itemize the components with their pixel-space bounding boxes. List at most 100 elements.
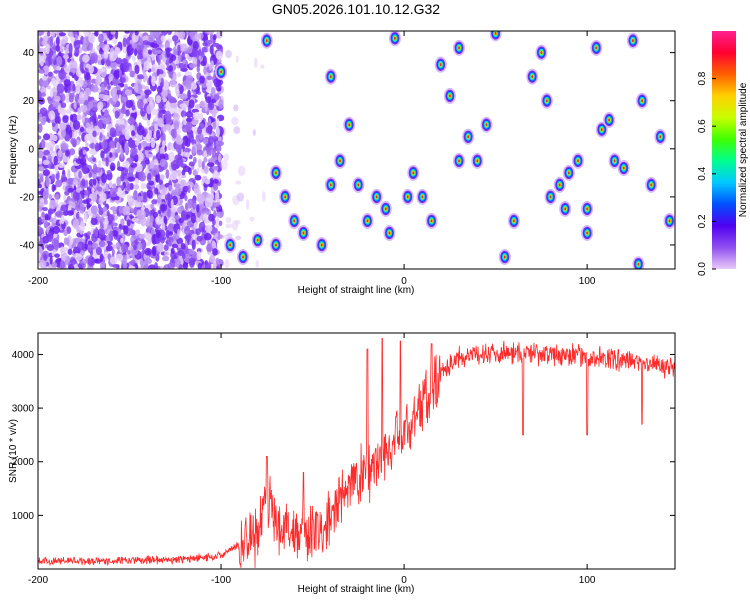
noise-speckle (220, 159, 228, 171)
noise-speckle (131, 42, 138, 49)
noise-speckle (85, 72, 91, 81)
noise-speckle (166, 236, 174, 243)
noise-speckle (91, 187, 95, 194)
noise-speckle (67, 210, 74, 216)
noise-speckle (124, 31, 130, 34)
noise-speckle (49, 199, 57, 210)
noise-speckle (198, 49, 202, 57)
noise-speckle (143, 60, 151, 71)
noise-speckle (72, 84, 76, 92)
noise-speckle (159, 81, 164, 89)
noise-speckle (186, 125, 192, 133)
blob-layer (421, 195, 424, 199)
noise-speckle (117, 143, 121, 153)
noise-speckle (159, 174, 165, 181)
noise-speckle (180, 110, 187, 118)
noise-speckle (81, 164, 88, 175)
noise-speckle (235, 55, 239, 63)
noise-speckle (75, 158, 84, 165)
noise-speckle (170, 170, 178, 181)
noise-speckle (134, 153, 139, 163)
noise-speckle (209, 44, 214, 55)
noise-speckle (208, 63, 213, 71)
noise-speckle (126, 219, 131, 227)
noise-speckle (102, 206, 108, 212)
noise-speckle (224, 258, 230, 269)
blob-layer (668, 219, 671, 223)
noise-speckle (101, 172, 108, 184)
heatmap-blob (224, 236, 237, 253)
noise-speckle (42, 65, 50, 75)
noise-speckle (218, 220, 223, 227)
noise-speckle (85, 63, 91, 69)
noise-speckle (72, 218, 80, 230)
noise-speckle (154, 123, 158, 131)
noise-speckle (103, 109, 109, 119)
noise-speckle (91, 102, 99, 112)
noise-speckle (217, 153, 222, 163)
noise-speckle (184, 225, 191, 236)
noise-speckle (63, 237, 68, 245)
noise-speckle (125, 36, 133, 47)
noise-speckle (166, 58, 170, 68)
noise-speckle (75, 86, 81, 94)
noise-speckle (147, 34, 155, 43)
y-tick-label: -40 (20, 240, 35, 251)
noise-speckle (111, 86, 117, 96)
noise-speckle (154, 49, 163, 55)
noise-speckle (78, 170, 82, 179)
noise-speckle (87, 256, 96, 267)
noise-speckle (105, 157, 109, 167)
blob-layer (567, 171, 570, 175)
noise-speckle (147, 49, 153, 55)
noise-speckle (235, 235, 242, 240)
heatmap-blob (526, 68, 539, 85)
blob-layer (540, 51, 543, 55)
noise-speckle (157, 209, 162, 215)
noise-speckle (135, 201, 144, 208)
noise-speckle (235, 180, 242, 185)
noise-speckle (212, 121, 217, 130)
noise-speckle (217, 87, 222, 92)
noise-speckle (199, 198, 203, 204)
noise-speckle (122, 37, 127, 48)
noise-speckle (164, 251, 170, 256)
noise-speckle (52, 99, 56, 108)
noise-speckle (92, 242, 99, 250)
noise-speckle (108, 140, 116, 149)
noise-speckle (197, 158, 202, 168)
noise-speckle (205, 96, 212, 104)
noise-speckle (100, 261, 106, 269)
blob-layer (265, 39, 268, 43)
noise-speckle (202, 137, 209, 145)
noise-speckle (134, 73, 138, 82)
noise-speckle (213, 79, 217, 84)
noise-speckle (180, 173, 187, 179)
noise-speckle (197, 262, 202, 269)
heatmap-blob (453, 152, 466, 169)
noise-speckle (119, 77, 126, 83)
noise-speckle (52, 46, 57, 55)
noise-speckle (183, 147, 192, 153)
heatmap-blob (401, 188, 414, 205)
noise-speckle (102, 80, 108, 85)
noise-speckle (190, 118, 199, 126)
noise-speckle (185, 111, 194, 118)
noise-speckle (86, 231, 91, 237)
noise-speckle (148, 264, 156, 269)
blob-layer (329, 183, 332, 187)
noise-speckle (101, 157, 107, 162)
noise-speckle (123, 61, 130, 73)
noise-speckle (43, 149, 50, 156)
noise-speckle (131, 130, 136, 137)
noise-speckle (151, 109, 159, 116)
snr-x-axis-label: Height of straight line (km) (298, 584, 415, 595)
noise-speckle (54, 116, 60, 124)
noise-speckle (89, 149, 97, 155)
noise-speckle (170, 106, 178, 114)
blob-layer (220, 70, 222, 74)
noise-speckle (55, 198, 59, 204)
noise-speckle (133, 190, 138, 201)
noise-speckle (169, 54, 177, 61)
noise-speckle (79, 221, 86, 232)
